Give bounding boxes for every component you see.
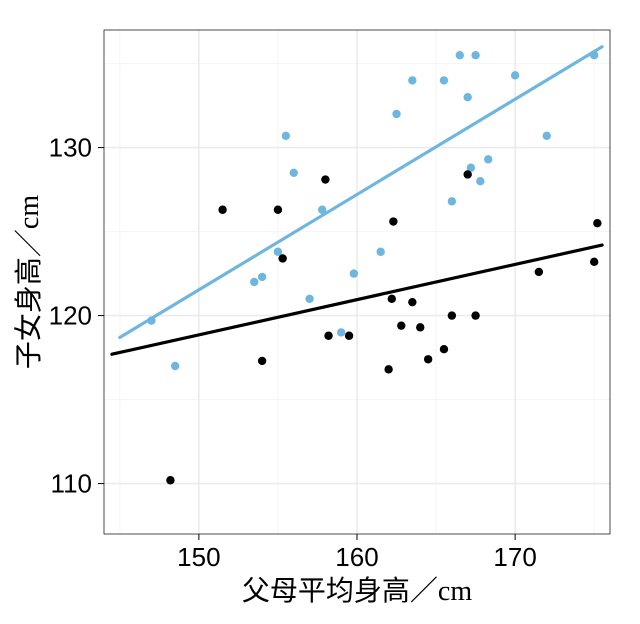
data-point [463, 93, 471, 101]
data-point [440, 345, 448, 353]
data-point [350, 269, 358, 277]
data-point [424, 355, 432, 363]
data-point [290, 169, 298, 177]
y-axis-label: 子女身高／cm [13, 195, 45, 369]
data-point [456, 51, 464, 59]
data-point [258, 273, 266, 281]
data-point [392, 110, 400, 118]
data-point [590, 258, 598, 266]
data-point [535, 268, 543, 276]
data-point [278, 254, 286, 262]
data-point [463, 170, 471, 178]
chart-container: 150 160 170 110 120 130 父母平均身高／cm 子女身高／cm [0, 0, 640, 624]
data-point [305, 295, 313, 303]
data-point [476, 177, 484, 185]
x-tick-label: 170 [493, 542, 536, 572]
scatter-chart: 150 160 170 110 120 130 父母平均身高／cm 子女身高／cm [0, 0, 640, 624]
data-point [484, 155, 492, 163]
y-tick-label: 130 [49, 133, 92, 163]
data-point [384, 365, 392, 373]
data-point [274, 206, 282, 214]
data-point [511, 71, 519, 79]
x-tick-label: 150 [177, 542, 220, 572]
data-point [397, 321, 405, 329]
data-point [543, 132, 551, 140]
x-tick-label: 160 [335, 542, 378, 572]
data-point [250, 278, 258, 286]
data-point [388, 295, 396, 303]
y-tick-label: 110 [51, 469, 92, 499]
data-point [416, 323, 424, 331]
data-point [471, 51, 479, 59]
data-point [166, 476, 174, 484]
data-point [408, 298, 416, 306]
data-point [448, 197, 456, 205]
data-point [171, 362, 179, 370]
data-point [258, 357, 266, 365]
data-point [389, 217, 397, 225]
y-tick-label: 120 [49, 301, 92, 331]
data-point [345, 332, 353, 340]
data-point [321, 175, 329, 183]
data-point [218, 206, 226, 214]
data-point [324, 332, 332, 340]
data-point [440, 76, 448, 84]
data-point [377, 248, 385, 256]
data-point [593, 219, 601, 227]
x-axis-label: 父母平均身高／cm [242, 575, 472, 607]
data-point [471, 311, 479, 319]
data-point [448, 311, 456, 319]
data-point [337, 328, 345, 336]
data-point [408, 76, 416, 84]
data-point [282, 132, 290, 140]
